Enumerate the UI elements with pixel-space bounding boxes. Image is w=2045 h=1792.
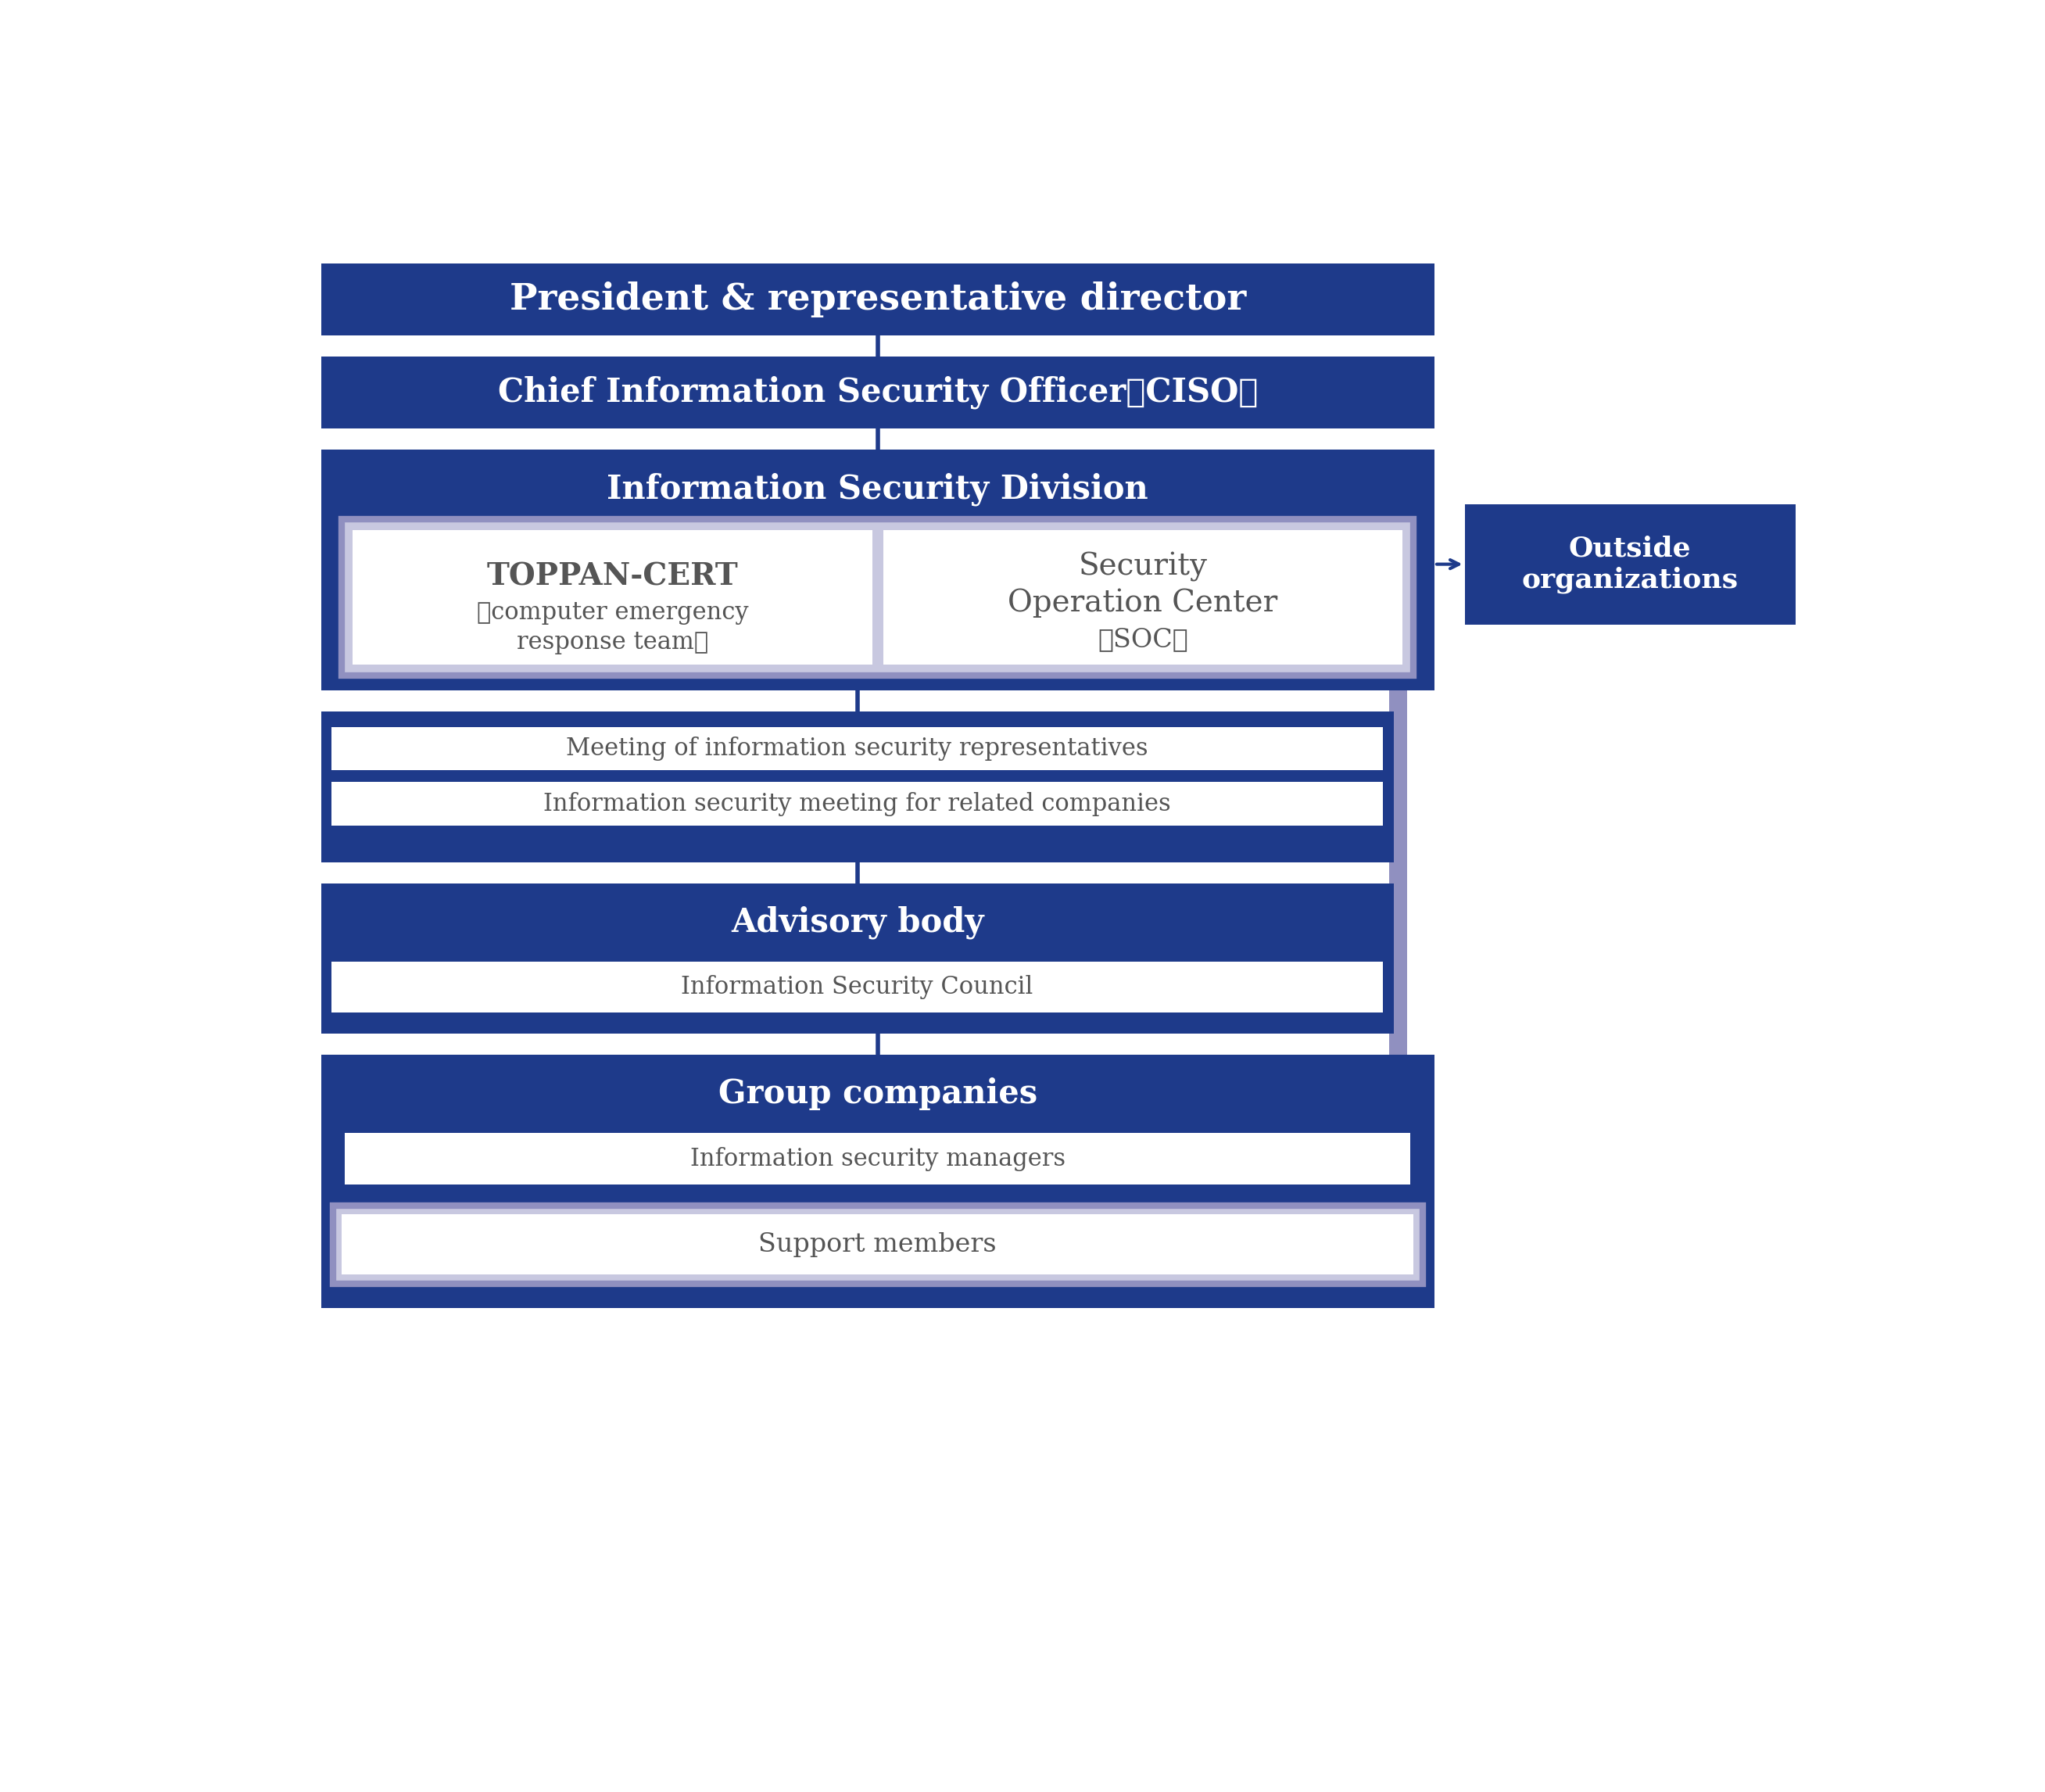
Bar xyxy=(321,711,1393,862)
Text: Information security managers: Information security managers xyxy=(689,1147,1065,1170)
Text: Outside
organizations: Outside organizations xyxy=(1521,536,1738,593)
Bar xyxy=(333,1206,1423,1283)
Text: Information security meeting for related companies: Information security meeting for related… xyxy=(544,792,1172,815)
Text: Group companies: Group companies xyxy=(718,1077,1037,1111)
Text: Support members: Support members xyxy=(759,1231,996,1256)
Text: Information Security Division: Information Security Division xyxy=(607,473,1149,505)
Bar xyxy=(321,263,1434,335)
Text: Advisory body: Advisory body xyxy=(730,905,984,939)
Text: （computer emergency: （computer emergency xyxy=(476,600,748,624)
Text: Meeting of information security representatives: Meeting of information security represen… xyxy=(566,737,1149,760)
Bar xyxy=(883,530,1403,665)
Bar xyxy=(321,1055,1434,1308)
Text: Security: Security xyxy=(1078,552,1207,582)
Bar xyxy=(1389,504,1407,1290)
Bar xyxy=(1464,504,1796,624)
Bar xyxy=(321,883,1393,1034)
Text: Chief Information Security Officer（CISO）: Chief Information Security Officer（CISO） xyxy=(497,376,1258,409)
Text: （SOC）: （SOC） xyxy=(1098,627,1188,652)
Text: response team）: response team） xyxy=(517,631,708,654)
Bar xyxy=(331,962,1382,1012)
Text: TOPPAN-CERT: TOPPAN-CERT xyxy=(487,561,738,591)
Bar xyxy=(354,530,873,665)
Bar xyxy=(321,450,1434,690)
Bar xyxy=(342,520,1413,676)
Text: President & representative director: President & representative director xyxy=(509,281,1245,317)
Text: Operation Center: Operation Center xyxy=(1008,590,1278,618)
Bar xyxy=(331,728,1382,771)
Bar xyxy=(346,1133,1411,1185)
Bar xyxy=(321,357,1434,428)
Bar xyxy=(342,1215,1413,1274)
Bar xyxy=(331,781,1382,826)
Text: Information Security Council: Information Security Council xyxy=(681,975,1033,1000)
